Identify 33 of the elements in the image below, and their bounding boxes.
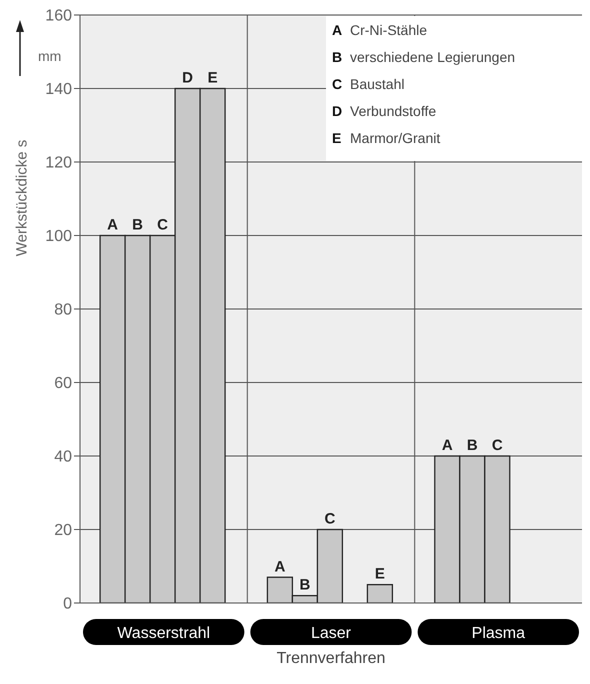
y-tick-label: 80 (54, 302, 72, 319)
annotation: D Verbundstoffe (332, 103, 436, 119)
annotation: E Marmor/Granit (332, 130, 440, 146)
y-tick-label: 160 (45, 8, 72, 25)
y-axis-title: Werkstückdicke s (14, 140, 30, 256)
y-tick-label: 100 (45, 228, 72, 246)
series-label: D (182, 70, 194, 86)
text: B (466, 437, 478, 454)
text: A (442, 437, 453, 454)
text: C (492, 437, 503, 454)
series-label: B (132, 216, 144, 234)
x-tick-label: Plasma (472, 625, 526, 642)
annotation: C Baustahl (332, 76, 404, 92)
y-tick-label: 60 (54, 375, 72, 392)
bar (366, 584, 394, 603)
text: A (274, 558, 286, 576)
text: mm (38, 48, 62, 64)
y-tick-label: 40 (54, 448, 72, 466)
y-tick-label: 120 (45, 154, 72, 172)
y-tick-label: 140 (45, 81, 72, 98)
x-tick-label: Laser (310, 625, 352, 642)
x-axis-title: Trennverfahren (276, 650, 386, 668)
x-tick-label: Wasserstrahl (117, 625, 210, 642)
annotation: B verschiedene Legierungen (332, 49, 516, 65)
text: E (374, 566, 385, 583)
text: B (299, 576, 310, 594)
series-label: E (208, 70, 218, 86)
annotation: A Cr-Ni-Stähle (332, 22, 428, 38)
y-tick-label: 0 (63, 596, 72, 613)
series-label: C (157, 216, 168, 234)
y-tick-label: 20 (54, 522, 72, 540)
series-label: A (107, 216, 118, 234)
text: C (324, 510, 336, 528)
